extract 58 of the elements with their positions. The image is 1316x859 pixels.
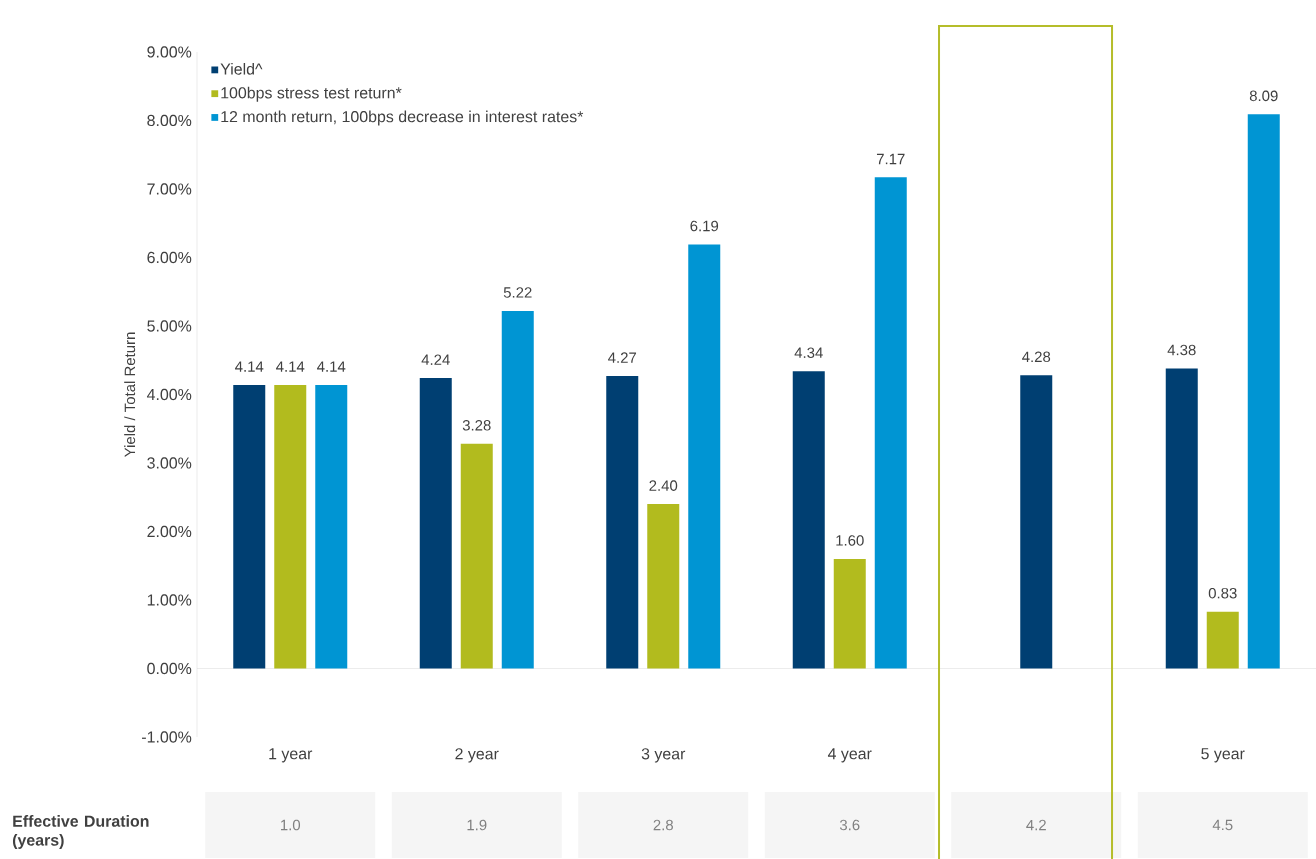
data-label: 1.60 (836, 535, 864, 546)
bar (606, 375, 639, 669)
bar (1247, 114, 1280, 669)
text: 1.0 (281, 819, 301, 831)
bar (833, 558, 866, 669)
data-label: 4.14 (317, 361, 346, 372)
data-label: 5.22 (503, 287, 532, 298)
x-tick-label: 2 year (455, 748, 499, 763)
data-label: 4.24 (421, 354, 450, 365)
x-tick-label: 4 year (827, 748, 872, 763)
data-label: 4.34 (794, 347, 823, 359)
data-label: 4.27 (608, 352, 637, 363)
y-tick-label: 4.00% (146, 388, 192, 401)
text: 2.8 (653, 819, 673, 831)
data-label: 3.28 (462, 420, 491, 431)
bar (647, 504, 680, 669)
data-label: 4.14 (235, 361, 264, 372)
bar (501, 310, 534, 669)
text: 4.5 (1212, 819, 1233, 831)
bar (419, 378, 452, 669)
data-label: 0.83 (1208, 587, 1237, 599)
y-tick-label: 0.00% (147, 662, 192, 675)
data-label: 4.38 (1167, 344, 1196, 356)
bar (460, 443, 493, 669)
bar (274, 384, 307, 669)
data-label: 6.19 (690, 220, 719, 232)
bar (1206, 611, 1239, 669)
x-tick-label: 1 year (269, 748, 313, 763)
x-tick-label: 5 year (1201, 748, 1245, 763)
bar (233, 384, 266, 669)
y-tick-label: 3.00% (147, 457, 192, 469)
y-axis-title: Yield / Total Return (124, 332, 136, 458)
bar (1165, 368, 1198, 669)
y-tick-label: 9.00% (147, 46, 192, 58)
y-tick-label: 6.00% (147, 251, 192, 264)
y-tick-label: 8.00% (147, 114, 192, 127)
y-tick-label: -1.00% (142, 731, 192, 743)
x-tick-label: 3 year (641, 748, 686, 763)
legend-label: Yield^ (220, 63, 263, 75)
bar (315, 384, 348, 669)
text: Effective Duration (years) (12, 815, 149, 849)
text: 4.2 (1026, 819, 1046, 831)
legend-label: 12 month return, 100bps decrease in interest rates* (221, 110, 584, 126)
data-label: 4.14 (276, 361, 305, 372)
y-tick-label: 2.00% (147, 525, 192, 538)
y-tick-label: 7.00% (147, 183, 192, 195)
y-tick-label: 1.00% (147, 594, 192, 606)
data-label: 7.17 (876, 153, 905, 165)
y-tick-label: 5.00% (147, 320, 192, 332)
text: 1.9 (467, 819, 487, 831)
data-label: 2.40 (649, 480, 678, 491)
bar (792, 371, 825, 669)
data-label: 8.09 (1249, 90, 1278, 102)
bar (688, 244, 721, 669)
legend-label: 100bps stress test return* (221, 86, 402, 102)
data-label: 4.28 (1022, 351, 1051, 363)
bar (874, 177, 907, 669)
text: 3.6 (839, 819, 860, 831)
